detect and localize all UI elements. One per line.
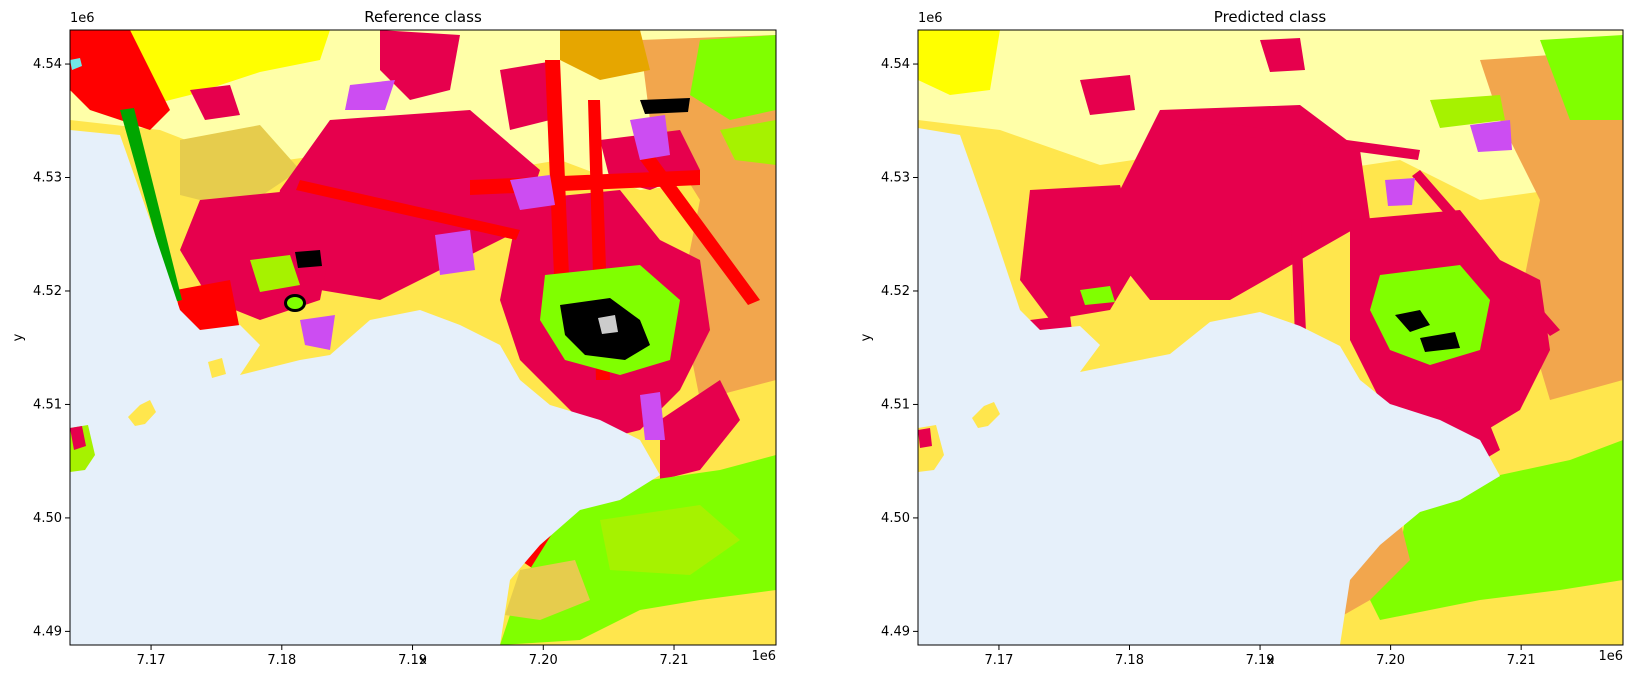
urban-patch — [500, 60, 560, 130]
sorrento-agri — [505, 560, 590, 620]
reference-panel: Reference class — [69, 8, 777, 646]
vesuvius-lava — [1395, 310, 1460, 352]
industrial-patch — [510, 175, 555, 210]
x-tick-label: 7.18 — [1115, 653, 1144, 668]
urban-patch — [660, 380, 740, 480]
urban-patch — [1260, 38, 1305, 72]
sea — [70, 130, 660, 645]
x-offset-label: 1e6 — [1598, 649, 1623, 664]
forest-ne — [1540, 35, 1623, 120]
industrial-patch — [630, 115, 670, 160]
urban-patch — [190, 85, 240, 120]
y-tick-label: 4.52 — [881, 284, 910, 299]
industrial-patch — [1470, 120, 1512, 152]
x-tick-label: 7.20 — [529, 653, 558, 668]
ischia-urban — [918, 428, 932, 448]
quarry-ne — [640, 98, 690, 114]
x-axis-label: x — [1267, 653, 1275, 668]
y-tick-label: 4.51 — [33, 397, 62, 412]
x-tick-label: 7.21 — [1507, 653, 1536, 668]
urban-sparse-nw — [70, 30, 170, 130]
y-axis-label: y — [11, 333, 26, 341]
industrial-patch — [300, 315, 335, 350]
y-tick-label: 4.53 — [33, 171, 62, 186]
y-tick-label: 4.53 — [881, 171, 910, 186]
y-axis-label: y — [859, 333, 874, 341]
y-tick-label: 4.54 — [881, 57, 910, 72]
ischia-urban — [70, 426, 86, 450]
sorrento-forest — [1370, 440, 1623, 620]
predicted-axes-frame — [917, 29, 1624, 646]
vineyard-area — [560, 30, 650, 80]
conifer-coast — [120, 108, 182, 302]
vesuvius-forest — [1370, 265, 1490, 365]
y-offset-label: 1e6 — [918, 11, 943, 26]
predicted-map — [918, 30, 1623, 645]
forest-phlegraean — [1080, 286, 1115, 305]
x-offset-label: 1e6 — [751, 649, 776, 664]
x-tick-label: 7.21 — [660, 653, 689, 668]
x-axis-label: x — [419, 653, 427, 668]
y-offset-label: 1e6 — [70, 11, 95, 26]
y-tick-label: 4.49 — [33, 624, 62, 639]
shrub-phlegraean — [250, 255, 300, 292]
y-tick-label: 4.51 — [881, 397, 910, 412]
predicted-title: Predicted class — [1214, 8, 1327, 26]
x-tick-label: 7.18 — [267, 653, 296, 668]
nisida-island — [208, 358, 226, 378]
y-tick-label: 4.50 — [881, 511, 910, 526]
y-tick-label: 4.49 — [881, 624, 910, 639]
sea — [918, 128, 1500, 645]
x-tick-label: 7.20 — [1376, 653, 1405, 668]
reference-axes-frame — [69, 29, 777, 646]
arable-area — [120, 30, 330, 110]
axes-layer: 7.17 7.18 7.19 7.20 7.21 4.49 4.50 4.51 4.52 4.53… — [11, 11, 1623, 668]
procida-island — [972, 402, 1000, 428]
urban-patch — [380, 30, 460, 100]
astroni-crater — [287, 297, 303, 309]
x-tick-label: 7.17 — [984, 653, 1013, 668]
forest-ne — [690, 35, 776, 120]
industrial-patch — [345, 80, 395, 110]
solfatara — [295, 250, 322, 268]
heterogeneous-agri-area — [1480, 50, 1623, 400]
urban-core — [1110, 105, 1370, 300]
procida-island — [128, 400, 156, 426]
y-tick-label: 4.54 — [33, 57, 62, 72]
x-tick-label: 7.19 — [398, 653, 427, 668]
sorrento-shrub — [600, 505, 740, 575]
x-tick-label: 7.17 — [137, 653, 166, 668]
shrub-ne — [720, 120, 776, 165]
urban-patch — [1080, 75, 1135, 115]
x-tick-label: 7.19 — [1246, 653, 1275, 668]
industrial-patch — [640, 392, 665, 440]
beach-patch — [70, 58, 82, 70]
agri-natural-area — [180, 125, 300, 210]
industrial-patch — [435, 230, 475, 275]
shrub-ne — [1430, 95, 1505, 128]
arable-area — [918, 30, 1000, 95]
y-tick-label: 4.52 — [33, 284, 62, 299]
predicted-panel: Predicted class — [917, 8, 1624, 646]
y-tick-label: 4.50 — [33, 511, 62, 526]
industrial-patch — [1385, 178, 1415, 206]
vesuvius-crater — [598, 315, 618, 334]
reference-map — [70, 30, 776, 645]
reference-title: Reference class — [364, 8, 482, 26]
